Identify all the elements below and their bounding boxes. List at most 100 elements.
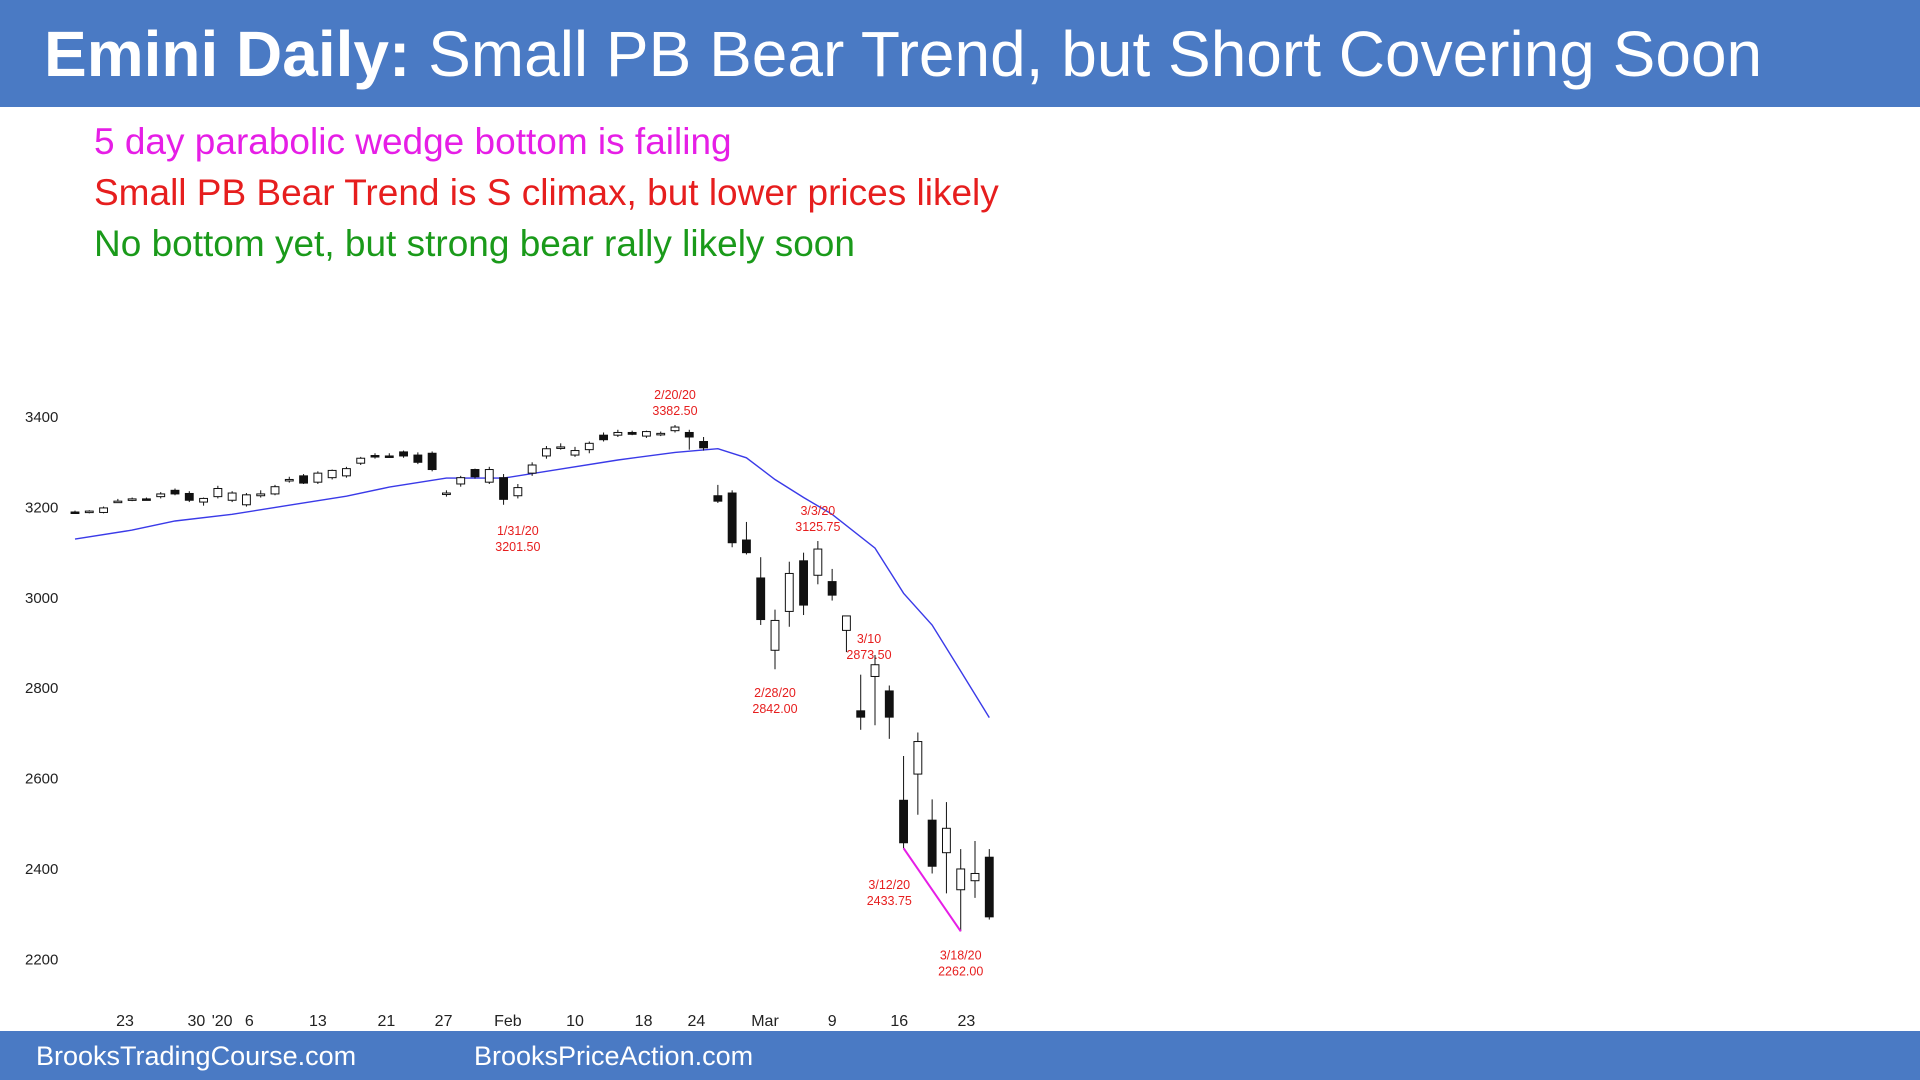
bear-candle: [742, 539, 751, 554]
x-tick-label: 21: [378, 1013, 396, 1030]
bear-candle: [627, 431, 637, 435]
footer-link-right[interactable]: BrooksPriceAction.com: [474, 1041, 754, 1071]
bull-candle: [356, 457, 366, 464]
x-tick-label: 23: [958, 1013, 976, 1030]
x-tick-label: 16: [890, 1013, 908, 1030]
bull-candle: [213, 488, 223, 498]
bull-candle: [542, 448, 551, 457]
annotation-line: 3382.50: [652, 404, 697, 418]
bull-candle: [84, 510, 94, 514]
bear-candle: [884, 690, 894, 718]
bull-candle: [942, 827, 951, 854]
title-bold: Emini Daily:: [44, 18, 411, 90]
moving-average-line: [74, 447, 990, 718]
bull-candle: [813, 548, 823, 576]
price-annotation: 2/28/20 2842.00: [752, 686, 797, 716]
title-rest: Small PB Bear Trend, but Short Covering …: [428, 18, 1763, 90]
bear-candle: [927, 819, 937, 867]
commentary-line-3: No bottom yet, but strong bear rally lik…: [94, 223, 855, 264]
bear-candle: [399, 451, 408, 457]
bear-candle: [727, 492, 737, 544]
bear-candle: [984, 856, 994, 918]
bull-candle: [956, 868, 966, 891]
bear-candle: [470, 469, 480, 478]
bull-candle: [570, 450, 580, 456]
bull-candle: [456, 477, 466, 485]
annotation-line: 2262.00: [938, 964, 983, 978]
page-title: Emini Daily: Small PB Bear Trend, but Sh…: [44, 14, 1762, 94]
y-tick-label: 3000: [25, 590, 58, 607]
bull-candle: [642, 431, 651, 437]
y-tick-label: 3200: [25, 499, 58, 516]
bull-candle: [442, 492, 451, 496]
footer-bar: BrooksTradingCourse.com BrooksPriceActio…: [0, 1031, 1920, 1080]
bull-candle: [770, 619, 780, 651]
bear-candle: [142, 498, 151, 501]
footer-link-left[interactable]: BrooksTradingCourse.com: [36, 1041, 357, 1071]
annotation-line: 3201.50: [495, 540, 540, 554]
bear-candle: [370, 455, 380, 458]
price-annotation: 1/31/20 3201.50: [495, 524, 540, 554]
bull-candle: [313, 472, 323, 483]
x-tick-label: 24: [688, 1013, 706, 1030]
bear-candle: [70, 511, 80, 514]
bear-candle: [684, 431, 694, 438]
bear-candle: [699, 441, 709, 449]
bear-candle: [599, 434, 609, 441]
y-tick-label: 2200: [25, 951, 58, 968]
annotation-line: 3125.75: [795, 520, 840, 534]
bear-candle: [856, 710, 866, 718]
annotation-line: 2/20/20: [654, 390, 696, 402]
bear-candle: [184, 492, 194, 501]
bull-candle: [613, 431, 623, 436]
bull-candle: [527, 464, 537, 474]
bear-candle: [427, 452, 437, 471]
bull-candle: [199, 497, 208, 503]
annotation-line: 3/18/20: [940, 948, 982, 962]
x-tick-label: 9: [828, 1013, 837, 1030]
bull-candle: [670, 426, 680, 432]
bear-candle: [299, 475, 308, 484]
bull-candle: [556, 446, 566, 449]
annotation-line: 2873.50: [846, 648, 891, 662]
bull-candle: [256, 493, 266, 497]
bull-candle: [284, 478, 294, 482]
bull-candle: [327, 469, 337, 479]
bear-candle: [413, 454, 423, 463]
bull-candle: [227, 492, 237, 501]
bull-candle: [113, 500, 123, 504]
x-tick-label: 23: [116, 1013, 134, 1030]
bear-candle: [899, 799, 909, 844]
bull-candle: [913, 741, 923, 775]
y-tick-label: 3400: [25, 409, 58, 426]
bull-candle: [970, 872, 980, 882]
bear-candle: [384, 455, 394, 458]
x-tick-label: Mar: [751, 1013, 779, 1030]
bull-candle: [242, 494, 251, 506]
bear-candle: [756, 577, 766, 621]
bull-candle: [842, 615, 851, 631]
y-tick-label: 2800: [25, 680, 58, 697]
bear-candle: [499, 477, 508, 500]
y-tick-label: 2400: [25, 861, 58, 878]
bull-candle: [513, 487, 523, 497]
title-bar: Emini Daily: Small PB Bear Trend, but Sh…: [0, 0, 1920, 107]
x-tick-label: Feb: [494, 1013, 522, 1030]
bull-candle: [156, 493, 166, 498]
price-annotation: 2/20/20 3382.50: [652, 390, 697, 418]
bear-candle: [799, 560, 809, 606]
price-annotation: 3/10 2873.50: [846, 632, 891, 662]
x-tick-label: 30: [188, 1013, 206, 1030]
x-tick-label: 18: [635, 1013, 653, 1030]
bull-candle: [99, 507, 109, 513]
x-tick-label: 27: [435, 1013, 453, 1030]
bull-candle: [584, 442, 594, 451]
annotation-line: 2433.75: [867, 894, 912, 908]
x-tick-label: 6: [245, 1013, 254, 1030]
price-annotation: 3/12/20 2433.75: [867, 878, 912, 908]
bull-candle: [484, 469, 494, 483]
annotation-line: 3/10: [857, 632, 881, 646]
bull-candle: [127, 498, 137, 501]
annotation-line: 1/31/20: [497, 524, 539, 538]
price-annotation: 3/3/20 3125.75: [795, 504, 840, 534]
